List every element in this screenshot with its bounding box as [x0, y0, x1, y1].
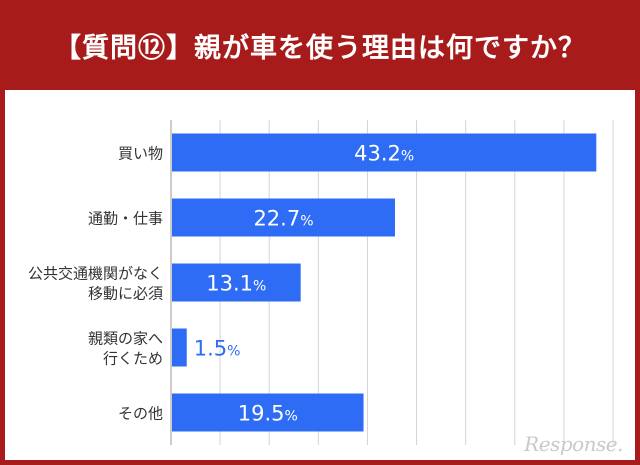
header-bar: 【質問⑫】親が車を使う理由は何ですか？ — [0, 0, 640, 90]
category-label: 買い物 — [118, 145, 163, 163]
bar — [172, 263, 301, 302]
category-label: その他 — [118, 405, 163, 423]
bar — [172, 198, 395, 237]
value-label: 1.5% — [194, 337, 241, 361]
bar — [172, 133, 597, 172]
chart-panel: 買い物 43.2% 通勤・仕事 22.7% 公共交通機関がなく 移動に必須 13.1% 親類の… — [5, 90, 635, 460]
response-watermark: Response. — [524, 432, 623, 456]
value-label: 43.2% — [354, 142, 414, 166]
bar — [172, 328, 187, 367]
category-label: 親類の家へ — [88, 330, 163, 348]
category-label: 通勤・仕事 — [88, 210, 163, 228]
chart-title: 【質問⑫】親が車を使う理由は何ですか？ — [54, 33, 586, 64]
category-label: 行くため — [103, 350, 163, 368]
bar — [172, 393, 364, 432]
category-label: 公共交通機関がなく — [28, 265, 163, 283]
category-label: 移動に必須 — [88, 285, 163, 303]
